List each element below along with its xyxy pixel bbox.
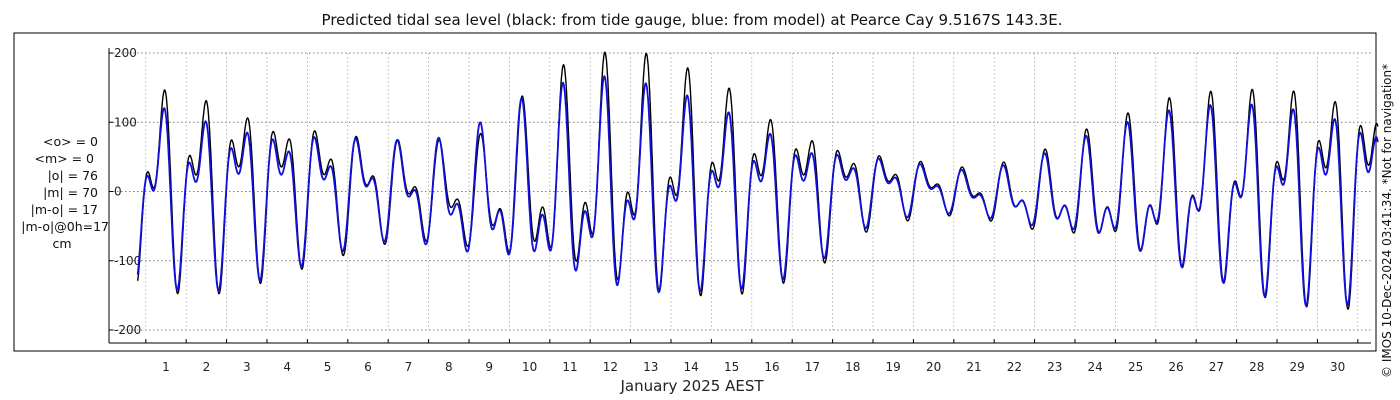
x-tick-label: 17	[805, 360, 820, 374]
series-line-tide-gauge	[137, 51, 1379, 310]
copyright-credit: © IMOS 10-Dec-2024 03:41:34. *Not for na…	[1380, 64, 1394, 378]
x-tick-label: 13	[643, 360, 658, 374]
x-tick-label: 11	[562, 360, 577, 374]
stat-mean-observed: <o> = 0	[43, 134, 98, 149]
x-tick-label: 3	[243, 360, 251, 374]
x-tick-label: 4	[283, 360, 291, 374]
x-tick-label: 8	[445, 360, 453, 374]
stat-abs-observed: |o| = 76	[48, 168, 98, 183]
x-tick-label: 15	[724, 360, 739, 374]
x-tick-label: 9	[485, 360, 493, 374]
stat-abs-diff: |m-o| = 17	[31, 202, 98, 217]
x-tick-label: 19	[886, 360, 901, 374]
x-tick-label: 24	[1088, 360, 1103, 374]
y-tick-label: 0	[114, 185, 122, 199]
x-tick-label: 27	[1209, 360, 1224, 374]
y-tick-label: -100	[114, 254, 141, 268]
x-tick-label: 5	[324, 360, 332, 374]
x-tick-label: 10	[522, 360, 537, 374]
stat-units: cm	[52, 236, 71, 251]
stat-abs-diff-0h: |m-o|@0h=17	[21, 219, 109, 234]
stat-mean-model: <m> = 0	[35, 151, 95, 166]
x-tick-label: 29	[1290, 360, 1305, 374]
x-tick-label: 22	[1007, 360, 1022, 374]
x-tick-label: 18	[845, 360, 860, 374]
x-tick-label: 6	[364, 360, 372, 374]
x-axis-label: January 2025 AEST	[620, 377, 765, 395]
x-tick-label: 23	[1047, 360, 1062, 374]
x-tick-label: 7	[405, 360, 413, 374]
x-tick-label: 1	[162, 360, 170, 374]
x-tick-label: 20	[926, 360, 941, 374]
y-tick-label: 100	[114, 115, 137, 129]
stat-abs-model: |m| = 70	[43, 185, 98, 200]
chart-title: Predicted tidal sea level (black: from t…	[322, 11, 1063, 29]
x-tick-label: 30	[1330, 360, 1345, 374]
x-tick-label: 26	[1168, 360, 1183, 374]
x-tick-label: 21	[966, 360, 981, 374]
stats-panel: <o> = 0 <m> = 0 |o| = 76 |m| = 70 |m-o| …	[21, 134, 109, 251]
outer-frame	[13, 32, 1377, 352]
x-tick-label: 12	[603, 360, 618, 374]
x-tick-label: 28	[1249, 360, 1264, 374]
x-tick-label: 25	[1128, 360, 1143, 374]
x-tick-label: 14	[684, 360, 699, 374]
x-tick-label: 2	[203, 360, 211, 374]
x-tick-label: 16	[764, 360, 779, 374]
y-tick-label: -200	[114, 323, 141, 337]
y-tick-label: 200	[114, 46, 137, 60]
series-lines	[136, 51, 1379, 310]
series-line-model	[136, 75, 1379, 307]
